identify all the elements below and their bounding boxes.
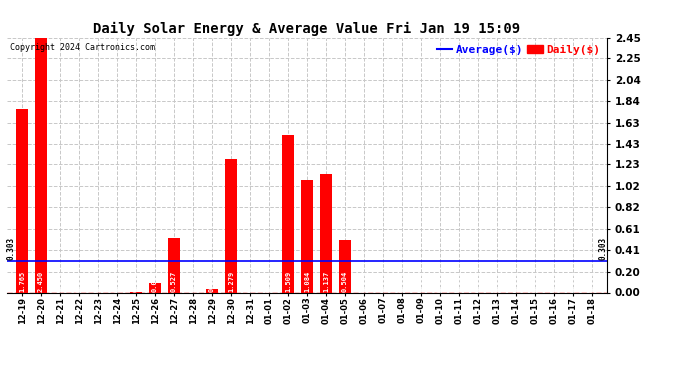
Text: 0.000: 0.000: [589, 271, 595, 292]
Text: 0.000: 0.000: [456, 271, 462, 292]
Text: 1.084: 1.084: [304, 271, 310, 292]
Text: 0.000: 0.000: [418, 271, 424, 292]
Bar: [16, 109, 28, 292]
Text: 1.509: 1.509: [285, 271, 291, 292]
Text: 0.000: 0.000: [399, 271, 405, 292]
Bar: [35, 38, 48, 292]
Text: 1.137: 1.137: [323, 271, 329, 292]
Bar: [301, 180, 313, 292]
Text: 0.000: 0.000: [114, 271, 120, 292]
Text: 0.000: 0.000: [76, 271, 82, 292]
Text: 2.450: 2.450: [38, 271, 44, 292]
Text: 0.000: 0.000: [513, 271, 519, 292]
Text: 0.031: 0.031: [209, 271, 215, 292]
Text: 0.003: 0.003: [133, 271, 139, 292]
Title: Daily Solar Energy & Average Value Fri Jan 19 15:09: Daily Solar Energy & Average Value Fri J…: [93, 22, 521, 36]
Text: 0.000: 0.000: [361, 271, 367, 292]
Legend: Average($), Daily($): Average($), Daily($): [435, 43, 602, 57]
Text: 0.000: 0.000: [190, 271, 196, 292]
Text: 0.527: 0.527: [171, 271, 177, 292]
Text: Copyright 2024 Cartronics.com: Copyright 2024 Cartronics.com: [10, 43, 155, 52]
Text: 1.279: 1.279: [228, 271, 234, 292]
Bar: [225, 159, 237, 292]
Text: 1.765: 1.765: [19, 271, 25, 292]
Text: 0.000: 0.000: [532, 271, 538, 292]
Bar: [320, 174, 332, 292]
Text: 0.303: 0.303: [599, 237, 608, 261]
Text: 0.000: 0.000: [570, 271, 576, 292]
Text: 0.000: 0.000: [551, 271, 557, 292]
Bar: [168, 238, 180, 292]
Text: 0.000: 0.000: [247, 271, 253, 292]
Bar: [339, 240, 351, 292]
Text: 0.000: 0.000: [494, 271, 500, 292]
Text: 0.000: 0.000: [57, 271, 63, 292]
Text: 0.000: 0.000: [95, 271, 101, 292]
Text: 0.090: 0.090: [152, 271, 158, 292]
Text: 0.303: 0.303: [6, 237, 15, 261]
Bar: [282, 135, 294, 292]
Text: 0.000: 0.000: [266, 271, 272, 292]
Text: 0.000: 0.000: [437, 271, 443, 292]
Text: 0.000: 0.000: [380, 271, 386, 292]
Bar: [149, 283, 161, 292]
Text: 0.504: 0.504: [342, 271, 348, 292]
Text: 0.000: 0.000: [475, 271, 481, 292]
Bar: [206, 289, 218, 292]
